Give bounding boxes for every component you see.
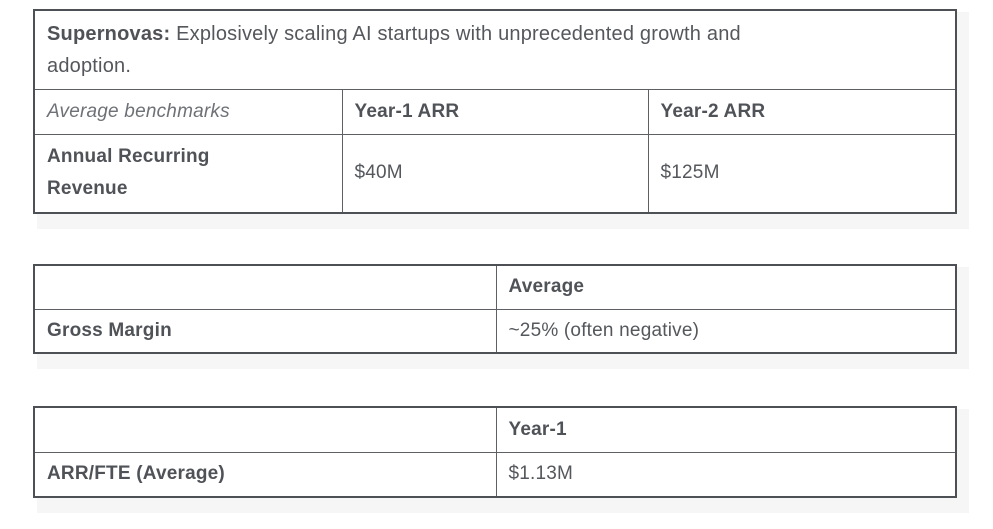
supernovas-caption: Supernovas: Explosively scaling AI start…	[47, 18, 757, 82]
value-cell-year2-arr[interactable]: $125M	[647, 133, 957, 214]
caption-description: Explosively scaling AI startups with unp…	[47, 22, 741, 77]
value-cell-gross-margin[interactable]: ~25% (often negative)	[495, 308, 957, 354]
value-cell-arr-fte[interactable]: $1.13M	[495, 451, 957, 498]
empty-header-cell[interactable]	[33, 406, 497, 453]
arr-fte-table-block: Year-1 ARR/FTE (Average) $1.13M	[33, 406, 969, 513]
header-cell-year1[interactable]: Year-1	[495, 406, 957, 453]
table-row: Annual Recurring Revenue $40M $125M	[33, 133, 957, 214]
gross-margin-table-block: Average Gross Margin ~25% (often negativ…	[33, 264, 969, 369]
arr-fte-table: Year-1 ARR/FTE (Average) $1.13M	[33, 406, 957, 498]
table-row: ARR/FTE (Average) $1.13M	[33, 451, 957, 498]
supernovas-table-block: Supernovas: Explosively scaling AI start…	[33, 9, 969, 229]
document-page: Supernovas: Explosively scaling AI start…	[0, 9, 993, 529]
header-cell-year1-arr[interactable]: Year-1 ARR	[341, 88, 649, 135]
header-cell-average-benchmarks[interactable]: Average benchmarks	[33, 88, 343, 135]
empty-header-cell[interactable]	[33, 264, 497, 310]
table-header-row: Average	[33, 264, 957, 310]
supernovas-table: Supernovas: Explosively scaling AI start…	[33, 9, 958, 214]
header-cell-year2-arr[interactable]: Year-2 ARR	[647, 88, 957, 135]
caption-term: Supernovas:	[47, 22, 171, 45]
supernovas-caption-cell[interactable]: Supernovas: Explosively scaling AI start…	[33, 9, 957, 90]
row-label-annual-recurring-revenue: Annual Recurring Revenue	[47, 146, 210, 200]
row-label-cell-annual-recurring-revenue[interactable]: Annual Recurring Revenue	[33, 133, 343, 214]
table-header-row: Average benchmarks Year-1 ARR Year-2 ARR	[33, 88, 957, 135]
header-cell-average[interactable]: Average	[495, 264, 957, 310]
table-row: Supernovas: Explosively scaling AI start…	[33, 9, 957, 90]
gross-margin-table: Average Gross Margin ~25% (often negativ…	[33, 264, 957, 354]
table-row: Gross Margin ~25% (often negative)	[33, 308, 957, 354]
value-cell-year1-arr[interactable]: $40M	[341, 133, 649, 214]
table-header-row: Year-1	[33, 406, 957, 453]
row-label-arr-fte[interactable]: ARR/FTE (Average)	[33, 451, 497, 498]
row-label-gross-margin[interactable]: Gross Margin	[33, 308, 497, 354]
